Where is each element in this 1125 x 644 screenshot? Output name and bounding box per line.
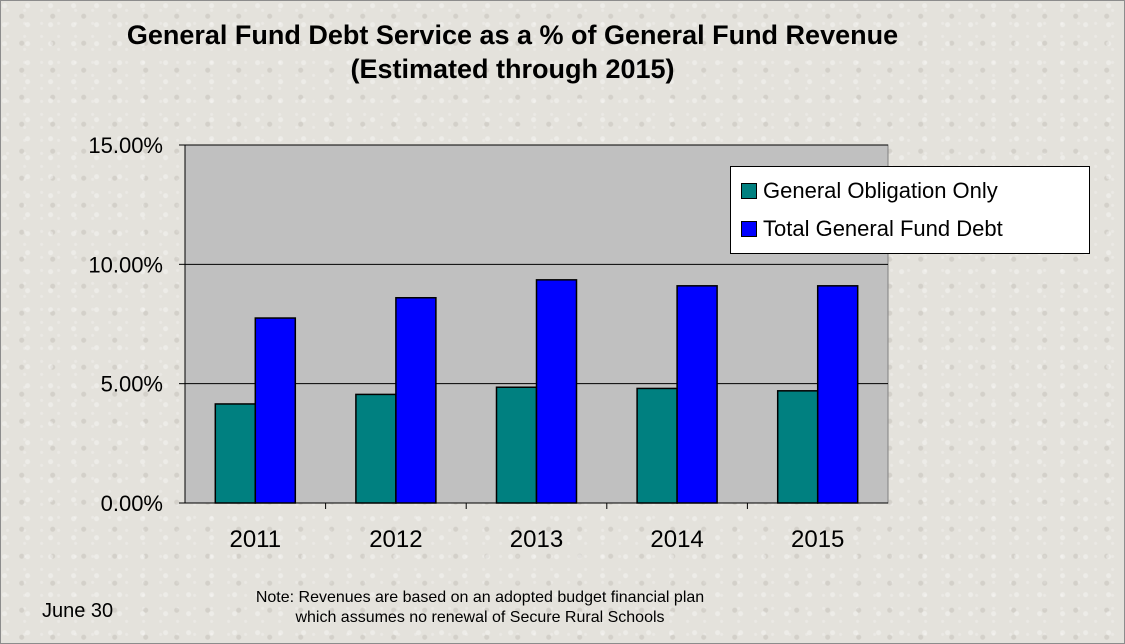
chart-legend: General Obligation Only Total General Fu…	[730, 166, 1090, 254]
legend-item-total-general-fund: Total General Fund Debt	[741, 210, 1079, 248]
bar-general-obligation	[355, 393, 397, 504]
y-tick-label: 15.00%	[88, 133, 163, 158]
bar-general-obligation	[636, 387, 678, 504]
y-tick-label: 0.00%	[101, 491, 163, 516]
bar-total-general-fund	[395, 296, 437, 504]
legend-swatch-general-obligation	[741, 183, 757, 199]
bar-general-obligation	[495, 386, 538, 504]
y-tick-label: 5.00%	[101, 372, 163, 397]
legend-label-general-obligation: General Obligation Only	[763, 178, 998, 203]
bar-general-obligation	[776, 390, 819, 504]
legend-swatch-total-general-fund	[741, 221, 757, 237]
x-tick-label: 2012	[369, 526, 422, 553]
bar-total-general-fund	[676, 285, 718, 504]
bar-total-general-fund	[535, 279, 578, 504]
chart-subtitle: (Estimated through 2015)	[350, 54, 675, 84]
y-tick-label: 10.00%	[88, 252, 163, 277]
bar-total-general-fund	[254, 317, 297, 504]
footnote: Note: Revenues are based on an adopted b…	[180, 588, 780, 628]
footnote-line-2: which assumes no renewal of Secure Rural…	[295, 609, 665, 626]
bar-general-obligation	[214, 403, 257, 504]
bar-total-general-fund	[816, 285, 859, 504]
legend-item-general-obligation: General Obligation Only	[741, 172, 1079, 210]
date-label: June 30	[42, 600, 114, 622]
footnote-line-1: Note: Revenues are based on an adopted b…	[255, 589, 705, 606]
x-tick-label: 2015	[791, 526, 844, 553]
chart-title: General Fund Debt Service as a % of Gene…	[126, 20, 899, 50]
legend-label-total-general-fund: Total General Fund Debt	[763, 216, 1003, 241]
x-tick-label: 2011	[229, 526, 281, 553]
x-tick-label: 2013	[510, 526, 563, 553]
x-tick-label: 2014	[650, 526, 703, 553]
chart-title-block: General Fund Debt Service as a % of Gene…	[0, 18, 1025, 86]
